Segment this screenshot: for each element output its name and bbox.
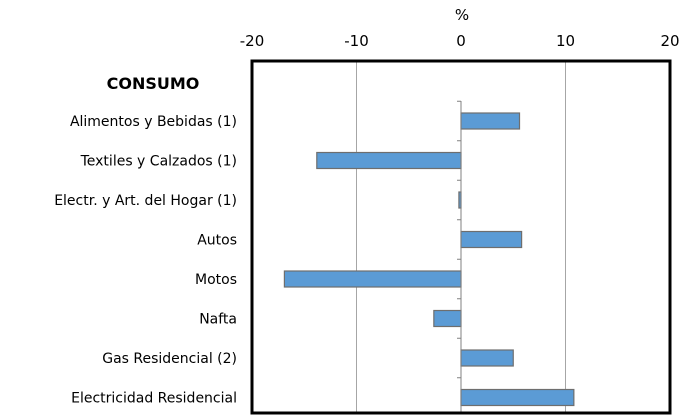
bar <box>460 388 575 407</box>
category-label: Gas Residencial (2) <box>102 351 237 367</box>
x-tick-label: -20 <box>240 32 265 50</box>
bar <box>460 230 523 249</box>
category-label: Nafta <box>199 312 237 328</box>
bar <box>460 112 521 130</box>
bar <box>316 151 462 170</box>
x-tick-label: 20 <box>660 32 679 50</box>
x-tick-label: 0 <box>456 32 466 50</box>
group-label: CONSUMO <box>107 74 200 93</box>
x-tick-label: 10 <box>556 32 575 50</box>
axis-unit-label: % <box>455 6 469 24</box>
category-label: Electr. y Art. del Hogar (1) <box>54 193 237 209</box>
x-tick-label: -10 <box>344 32 369 50</box>
bar <box>283 270 462 288</box>
bar <box>433 309 462 328</box>
bar <box>460 349 514 367</box>
category-label: Electricidad Residencial <box>71 391 237 407</box>
bars <box>283 100 575 407</box>
plot-frame <box>250 59 672 415</box>
x-axis-ticks: -20 -10 0 10 20 <box>240 32 680 50</box>
category-label: Alimentos y Bebidas (1) <box>70 114 237 130</box>
category-label: Motos <box>195 272 237 288</box>
category-labels: Alimentos y Bebidas (1) Textiles y Calzad… <box>54 114 237 407</box>
gridlines <box>356 61 566 413</box>
category-label: Textiles y Calzados (1) <box>80 154 237 170</box>
category-label: Autos <box>197 233 237 249</box>
